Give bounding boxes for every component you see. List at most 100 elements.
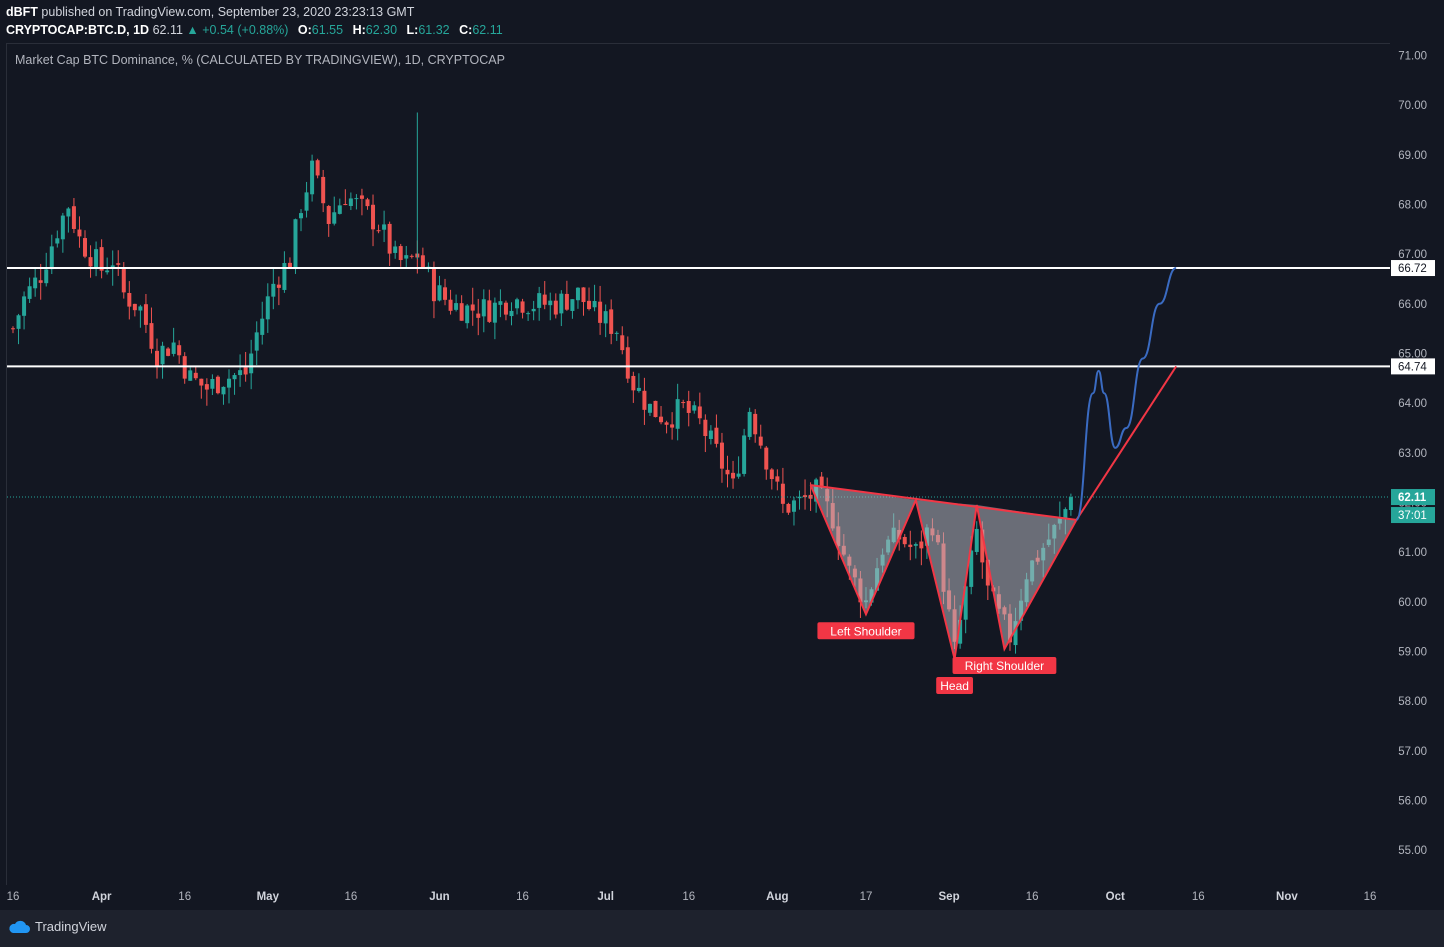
candle-body[interactable] (282, 263, 287, 290)
candle-body[interactable] (675, 399, 680, 429)
candle-body[interactable] (420, 255, 425, 268)
candle-body[interactable] (476, 313, 481, 318)
candle-body[interactable] (33, 277, 38, 289)
candle-body[interactable] (548, 300, 553, 306)
candle-body[interactable] (908, 544, 913, 547)
tradingview-logo[interactable]: TradingView (8, 919, 107, 934)
candle-body[interactable] (260, 318, 265, 335)
candle-body[interactable] (448, 299, 453, 311)
candle-body[interactable] (22, 296, 27, 316)
candle-body[interactable] (221, 386, 226, 395)
candle-body[interactable] (498, 301, 503, 305)
candle-body[interactable] (492, 302, 497, 323)
candle-body[interactable] (769, 469, 774, 480)
author-name[interactable]: dBFT (6, 5, 38, 19)
candle-body[interactable] (958, 619, 963, 644)
candle-body[interactable] (227, 378, 232, 388)
candle-body[interactable] (343, 204, 348, 206)
candle-body[interactable] (515, 299, 520, 309)
candle-body[interactable] (88, 257, 93, 267)
candle-body[interactable] (249, 353, 254, 374)
candle-body[interactable] (310, 160, 315, 195)
candle-body[interactable] (487, 300, 492, 322)
candle-body[interactable] (913, 544, 918, 546)
candle-body[interactable] (564, 293, 569, 310)
candle-body[interactable] (758, 436, 763, 446)
candle-body[interactable] (791, 500, 796, 512)
candle-body[interactable] (443, 287, 448, 300)
candle-body[interactable] (38, 280, 43, 283)
chart-pane[interactable] (6, 43, 1390, 885)
candle-body[interactable] (404, 255, 409, 259)
candle-body[interactable] (27, 286, 32, 299)
candle-body[interactable] (243, 367, 248, 375)
candle-body[interactable] (437, 285, 442, 301)
candle-body[interactable] (16, 315, 21, 329)
candle-body[interactable] (60, 215, 65, 240)
candle-body[interactable] (603, 311, 608, 324)
candle-body[interactable] (398, 246, 403, 261)
candle-body[interactable] (775, 476, 780, 482)
candle-body[interactable] (354, 198, 359, 200)
candle-body[interactable] (719, 442, 724, 469)
candle-body[interactable] (1013, 621, 1018, 646)
projection-path[interactable] (1075, 267, 1177, 521)
neckline[interactable] (810, 484, 1077, 521)
candle-body[interactable] (642, 390, 647, 410)
candle-body[interactable] (71, 206, 76, 229)
candle-body[interactable] (304, 192, 309, 211)
candle-body[interactable] (215, 376, 220, 394)
candle-body[interactable] (985, 559, 990, 586)
candle-body[interactable] (570, 299, 575, 311)
candle-body[interactable] (276, 284, 281, 288)
candle-body[interactable] (454, 303, 459, 310)
candle-body[interactable] (177, 345, 182, 356)
candle-body[interactable] (204, 384, 209, 390)
candle-body[interactable] (232, 375, 237, 380)
candle-body[interactable] (526, 313, 531, 315)
candle-body[interactable] (166, 348, 171, 356)
candle-body[interactable] (747, 411, 752, 437)
candle-body[interactable] (609, 309, 614, 334)
candle-body[interactable] (105, 270, 110, 273)
candle-body[interactable] (631, 375, 636, 391)
candle-body[interactable] (808, 494, 813, 499)
candle-body[interactable] (780, 483, 785, 504)
candle-body[interactable] (171, 342, 176, 354)
candle-body[interactable] (143, 304, 148, 325)
candle-body[interactable] (193, 372, 198, 379)
candle-body[interactable] (664, 422, 669, 425)
candle-body[interactable] (681, 402, 686, 404)
candle-body[interactable] (49, 246, 54, 270)
candle-body[interactable] (708, 430, 713, 439)
candle-body[interactable] (614, 332, 619, 334)
candle-body[interactable] (287, 262, 292, 268)
candle-body[interactable] (636, 387, 641, 391)
candle-body[interactable] (974, 528, 979, 552)
candle-body[interactable] (553, 300, 558, 315)
candle-body[interactable] (520, 301, 525, 313)
projection-trendline[interactable] (1075, 365, 1177, 521)
candle-body[interactable] (365, 199, 370, 207)
candle-body[interactable] (963, 586, 968, 620)
candle-body[interactable] (138, 306, 143, 311)
candle-body[interactable] (692, 405, 697, 411)
candle-body[interactable] (127, 293, 132, 307)
candle-body[interactable] (980, 529, 985, 563)
candle-body[interactable] (902, 536, 907, 545)
candle-body[interactable] (116, 263, 121, 265)
candle-body[interactable] (1063, 509, 1068, 520)
candle-body[interactable] (703, 419, 708, 437)
candle-body[interactable] (321, 176, 326, 204)
candle-body[interactable] (731, 472, 736, 479)
candle-body[interactable] (254, 332, 259, 351)
candle-body[interactable] (326, 206, 331, 224)
candle-body[interactable] (132, 303, 137, 311)
candle-body[interactable] (481, 299, 486, 317)
candle-body[interactable] (271, 283, 276, 297)
candle-body[interactable] (465, 305, 470, 324)
candle-body[interactable] (188, 370, 193, 381)
candle-body[interactable] (44, 269, 49, 284)
candle-body[interactable] (969, 550, 974, 587)
candle-body[interactable] (149, 323, 154, 349)
